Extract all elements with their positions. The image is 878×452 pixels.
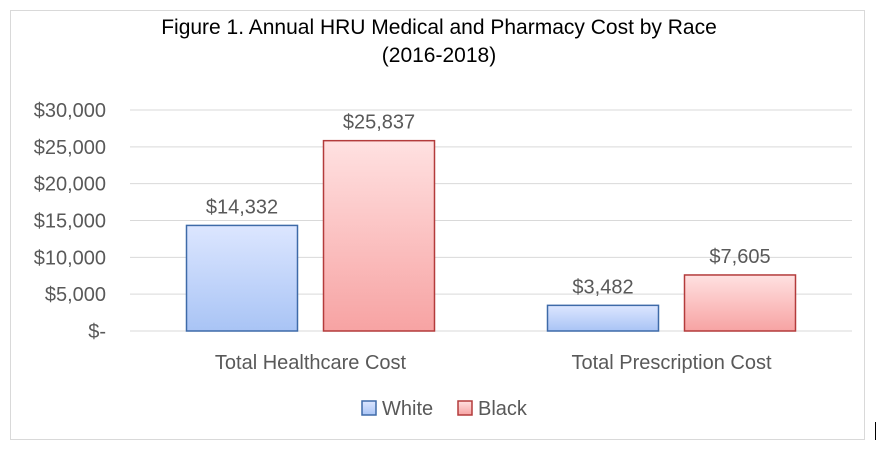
x-tick-label: Total Prescription Cost bbox=[571, 352, 772, 374]
value-labels: $14,332 $25,837 $3,482 $7,605 bbox=[206, 112, 771, 299]
bar-black-2 bbox=[683, 274, 797, 332]
bars bbox=[185, 139, 797, 332]
y-tick-label: $15,000 bbox=[34, 211, 106, 233]
chart-title: Figure 1. Annual HRU Medical and Pharmac… bbox=[0, 14, 878, 70]
value-label: $25,837 bbox=[343, 112, 415, 134]
y-axis-tick-labels: $- $5,000 $10,000 $15,000 $20,000 $25,000 $30,… bbox=[34, 100, 106, 343]
legend: White Black bbox=[361, 398, 528, 420]
legend-label-black: Black bbox=[478, 398, 528, 420]
value-label: $7,605 bbox=[709, 246, 770, 268]
y-tick-label: $10,000 bbox=[34, 247, 106, 269]
value-label: $3,482 bbox=[572, 276, 633, 298]
bar-black-1 bbox=[322, 139, 436, 332]
legend-swatch-black bbox=[457, 400, 473, 416]
legend-swatch-white bbox=[361, 400, 377, 416]
y-tick-label: $- bbox=[88, 321, 106, 343]
bar-white-2 bbox=[546, 304, 660, 332]
legend-label-white: White bbox=[382, 398, 433, 420]
chart-title-line2: (2016-2018) bbox=[381, 44, 497, 67]
x-axis-tick-labels: Total Healthcare Cost Total Prescription … bbox=[215, 352, 772, 374]
chart-frame bbox=[10, 10, 865, 440]
chart-title-line1: Figure 1. Annual HRU Medical and Pharmac… bbox=[161, 16, 717, 39]
bar-white-1 bbox=[185, 224, 299, 332]
text-cursor bbox=[875, 422, 876, 440]
y-tick-label: $20,000 bbox=[34, 174, 106, 196]
x-tick-label: Total Healthcare Cost bbox=[215, 352, 407, 374]
value-label: $14,332 bbox=[206, 196, 278, 218]
y-tick-label: $30,000 bbox=[34, 100, 106, 122]
y-tick-label: $5,000 bbox=[45, 284, 106, 306]
y-tick-label: $25,000 bbox=[34, 137, 106, 159]
